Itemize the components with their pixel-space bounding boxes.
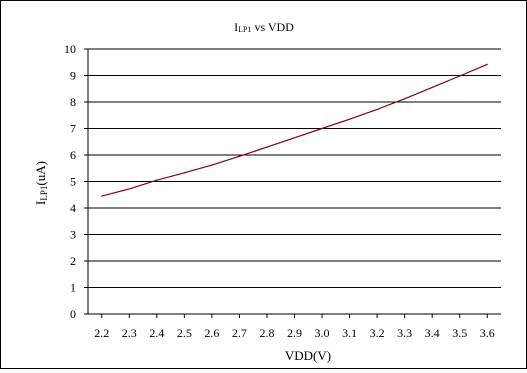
x-tick-label: 3.4 <box>425 326 440 340</box>
chart-title-sub: LP1 <box>238 25 251 34</box>
x-tick-label: 2.8 <box>259 326 274 340</box>
y-axis-label-main: I <box>33 201 48 205</box>
data-point <box>404 98 406 100</box>
data-point <box>211 164 213 166</box>
x-tick-label: 2.3 <box>122 326 137 340</box>
x-axis-label: VDD(V) <box>285 348 331 363</box>
y-tick-label: 2 <box>70 254 76 268</box>
y-tick-label: 7 <box>70 122 76 136</box>
data-point <box>431 86 433 89</box>
y-tick-label: 6 <box>70 148 76 162</box>
data-point <box>486 63 488 65</box>
data-point <box>183 172 185 174</box>
data-point <box>266 146 268 148</box>
x-tick-label: 2.4 <box>149 326 164 340</box>
y-tick-label: 10 <box>64 42 76 56</box>
x-tick-label: 2.5 <box>177 326 192 340</box>
x-tick-label: 3.2 <box>370 326 385 340</box>
data-point <box>156 179 158 181</box>
y-tick-label: 9 <box>70 69 76 83</box>
y-axis-label-sub: LP1 <box>39 186 49 201</box>
x-tick-label: 2.2 <box>94 326 109 340</box>
data-point <box>238 155 241 157</box>
chart-title: ILP1 vs VDD <box>234 20 294 34</box>
y-tick-label: 3 <box>70 228 76 242</box>
axes-layer <box>84 48 501 318</box>
y-axis-label-rest: (uA) <box>33 161 48 186</box>
y-tick-label: 8 <box>70 95 76 109</box>
x-tick-label: 2.9 <box>287 326 302 340</box>
data-point <box>293 137 296 139</box>
data-point <box>376 108 378 111</box>
y-tick-label: 0 <box>70 307 76 321</box>
tick-labels-layer: 0 1 2 3 4 5 6 7 8 9 10 2.2 2.3 2.4 2.5 2.6 2.7 2.8 2.9 3.0 3… <box>64 42 495 340</box>
x-tick-label: 3.3 <box>397 326 412 340</box>
y-tick-label: 5 <box>70 175 76 189</box>
y-tick-label: 1 <box>70 281 76 295</box>
x-tick-label: 2.7 <box>232 326 247 340</box>
x-tick-label: 2.6 <box>204 326 219 340</box>
data-point <box>128 188 130 190</box>
series-layer <box>101 63 488 197</box>
x-tick-label: 3.0 <box>315 326 330 340</box>
data-point <box>321 127 323 130</box>
x-tick-label: 3.6 <box>480 326 495 340</box>
data-point <box>348 118 351 120</box>
y-axis-label: ILP1(uA) <box>33 161 49 205</box>
grid-layer <box>88 48 501 288</box>
x-tick-label: 3.1 <box>342 326 357 340</box>
data-point <box>101 195 103 197</box>
x-tick-label: 3.5 <box>452 326 467 340</box>
y-tick-label: 4 <box>70 201 76 215</box>
data-point <box>459 75 461 77</box>
series-line-0 <box>101 63 488 197</box>
chart-title-main: I <box>234 20 238 34</box>
chart-title-rest: vs VDD <box>251 20 294 34</box>
